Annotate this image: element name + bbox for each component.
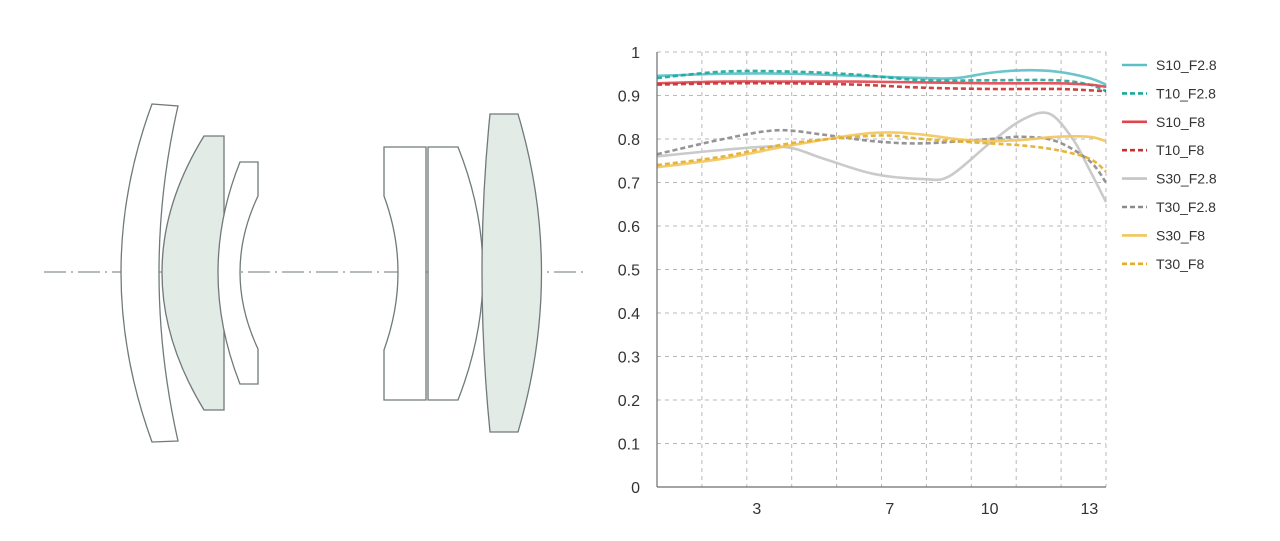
chart-legend: S10_F2.8 T10_F2.8 S10_F8 T10_F8 S30_F2.8 T30_… [1122, 57, 1217, 272]
chart-series [656, 68, 1108, 203]
series-line-t30-f2-8 [656, 128, 1108, 184]
y-tick-label: 1 [631, 45, 640, 62]
lens-element-5 [427, 146, 484, 401]
series-line-t10-f8 [656, 81, 1107, 93]
lens-element-6 [481, 113, 543, 433]
lens-diagram [44, 103, 588, 443]
series-line-s30-f8 [656, 131, 1107, 169]
y-tick-labels: 0 0.1 0.2 0.3 0.4 0.5 0.6 0.7 0.8 0.9 1 [618, 45, 640, 497]
y-tick-label: 0.3 [618, 350, 640, 367]
series-line-s10-f8 [656, 80, 1107, 89]
legend-label: S10_F2.8 [1156, 57, 1217, 73]
y-tick-label: 0.4 [618, 306, 640, 323]
y-tick-label: 0 [631, 480, 640, 497]
y-tick-label: 0.6 [618, 219, 640, 236]
x-tick-label: 10 [981, 501, 999, 518]
y-tick-label: 0.7 [618, 176, 640, 193]
x-tick-label: 3 [752, 501, 761, 518]
y-tick-label: 0.5 [618, 263, 640, 280]
chart-grid [657, 51, 1107, 487]
lens-element-4 [383, 146, 427, 401]
series-line-s10-f2-8 [656, 68, 1107, 86]
lens-element-3 [217, 161, 259, 385]
legend-label: T10_F8 [1156, 142, 1204, 158]
lens-element-1 [120, 103, 179, 443]
y-tick-label: 0.1 [618, 437, 640, 454]
legend-label: S30_F2.8 [1156, 171, 1217, 187]
legend-label: T30_F8 [1156, 256, 1204, 272]
y-tick-label: 0.9 [618, 89, 640, 106]
mtf-chart: 0 0.1 0.2 0.3 0.4 0.5 0.6 0.7 0.8 0.9 1 3 7 10 13 S10… [618, 45, 1217, 518]
y-tick-label: 0.2 [618, 393, 640, 410]
x-tick-labels: 3 7 10 13 [752, 501, 1098, 518]
legend-label: S30_F8 [1156, 227, 1205, 243]
x-tick-label: 7 [885, 501, 894, 518]
lens-element-2 [161, 135, 225, 411]
series-line-t30-f8 [656, 134, 1107, 173]
legend-label: S10_F8 [1156, 114, 1205, 130]
x-tick-label: 13 [1080, 501, 1098, 518]
legend-label: T30_F2.8 [1156, 199, 1216, 215]
legend-label: T10_F2.8 [1156, 85, 1216, 101]
y-tick-label: 0.8 [618, 132, 640, 149]
series-line-t10-f2-8 [656, 69, 1107, 93]
